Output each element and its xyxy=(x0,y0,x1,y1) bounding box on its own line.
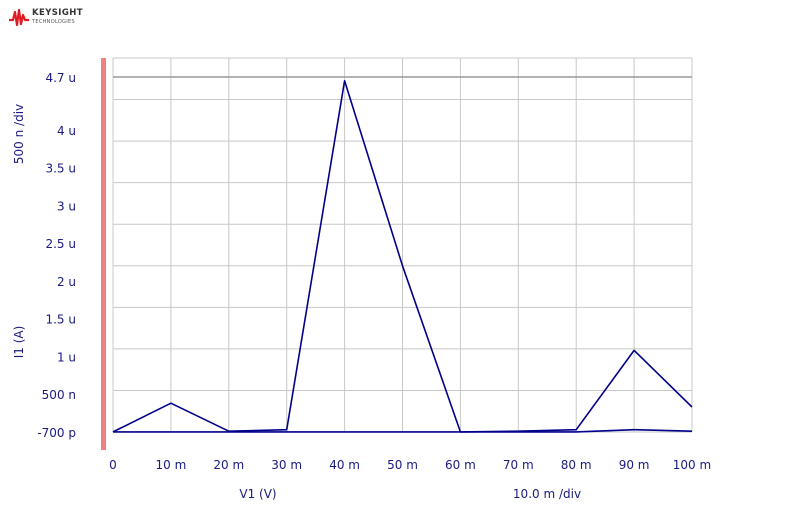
x-tick-label-4: 40 m xyxy=(329,458,360,472)
series-line-1 xyxy=(113,428,693,433)
x-tick-label-5: 50 m xyxy=(387,458,418,472)
y-tick-label-0: -700 p xyxy=(37,426,76,440)
series-line-0 xyxy=(112,80,693,433)
x-tick-label-6: 60 m xyxy=(445,458,476,472)
x-tick-label-0: 0 xyxy=(109,458,117,472)
x-tick-label-2: 20 m xyxy=(213,458,244,472)
grid xyxy=(112,57,693,433)
x-scale-label: 10.0 m /div xyxy=(513,487,581,501)
y-axis-label: I1 (A) xyxy=(12,326,26,359)
y-tick-label-2: 1 u xyxy=(57,350,76,364)
y-tick-label-3: 1.5 u xyxy=(45,313,76,327)
y-tick-label-4: 2 u xyxy=(57,275,76,289)
y-tick-label-5: 2.5 u xyxy=(45,237,76,251)
series-lines xyxy=(112,80,693,433)
y-axis-marker-bar xyxy=(101,58,106,450)
logo-subtitle: TECHNOLOGIES xyxy=(32,19,75,25)
y-tick-label-1: 500 n xyxy=(42,388,76,402)
x-tick-label-9: 90 m xyxy=(619,458,650,472)
y-tick-label-7: 3.5 u xyxy=(45,162,76,176)
x-tick-label-3: 30 m xyxy=(271,458,302,472)
y-tick-label-8: 4 u xyxy=(57,124,76,138)
y-tick-labels: -700 p 500 n 1 u 1.5 u 2 u 2.5 u 3 u 3.5 u 4 u 4.… xyxy=(37,71,76,440)
x-tick-labels: 0 10 m 20 m 30 m 40 m 50 m 60 m 70 m 80 m 90 m 100… xyxy=(109,458,711,472)
x-tick-label-7: 70 m xyxy=(503,458,534,472)
x-tick-label-8: 80 m xyxy=(561,458,592,472)
x-tick-label-10: 100 m xyxy=(673,458,711,472)
x-tick-label-1: 10 m xyxy=(156,458,187,472)
x-axis-label: V1 (V) xyxy=(239,487,276,501)
y-tick-label-9: 4.7 u xyxy=(45,71,76,85)
keysight-logo: KEYSIGHT TECHNOLOGIES xyxy=(8,6,98,30)
y-scale-label: 500 n /div xyxy=(12,104,26,164)
y-tick-label-6: 3 u xyxy=(57,199,76,213)
logo-name: KEYSIGHT xyxy=(32,8,83,18)
keysight-wave-icon xyxy=(9,8,29,27)
